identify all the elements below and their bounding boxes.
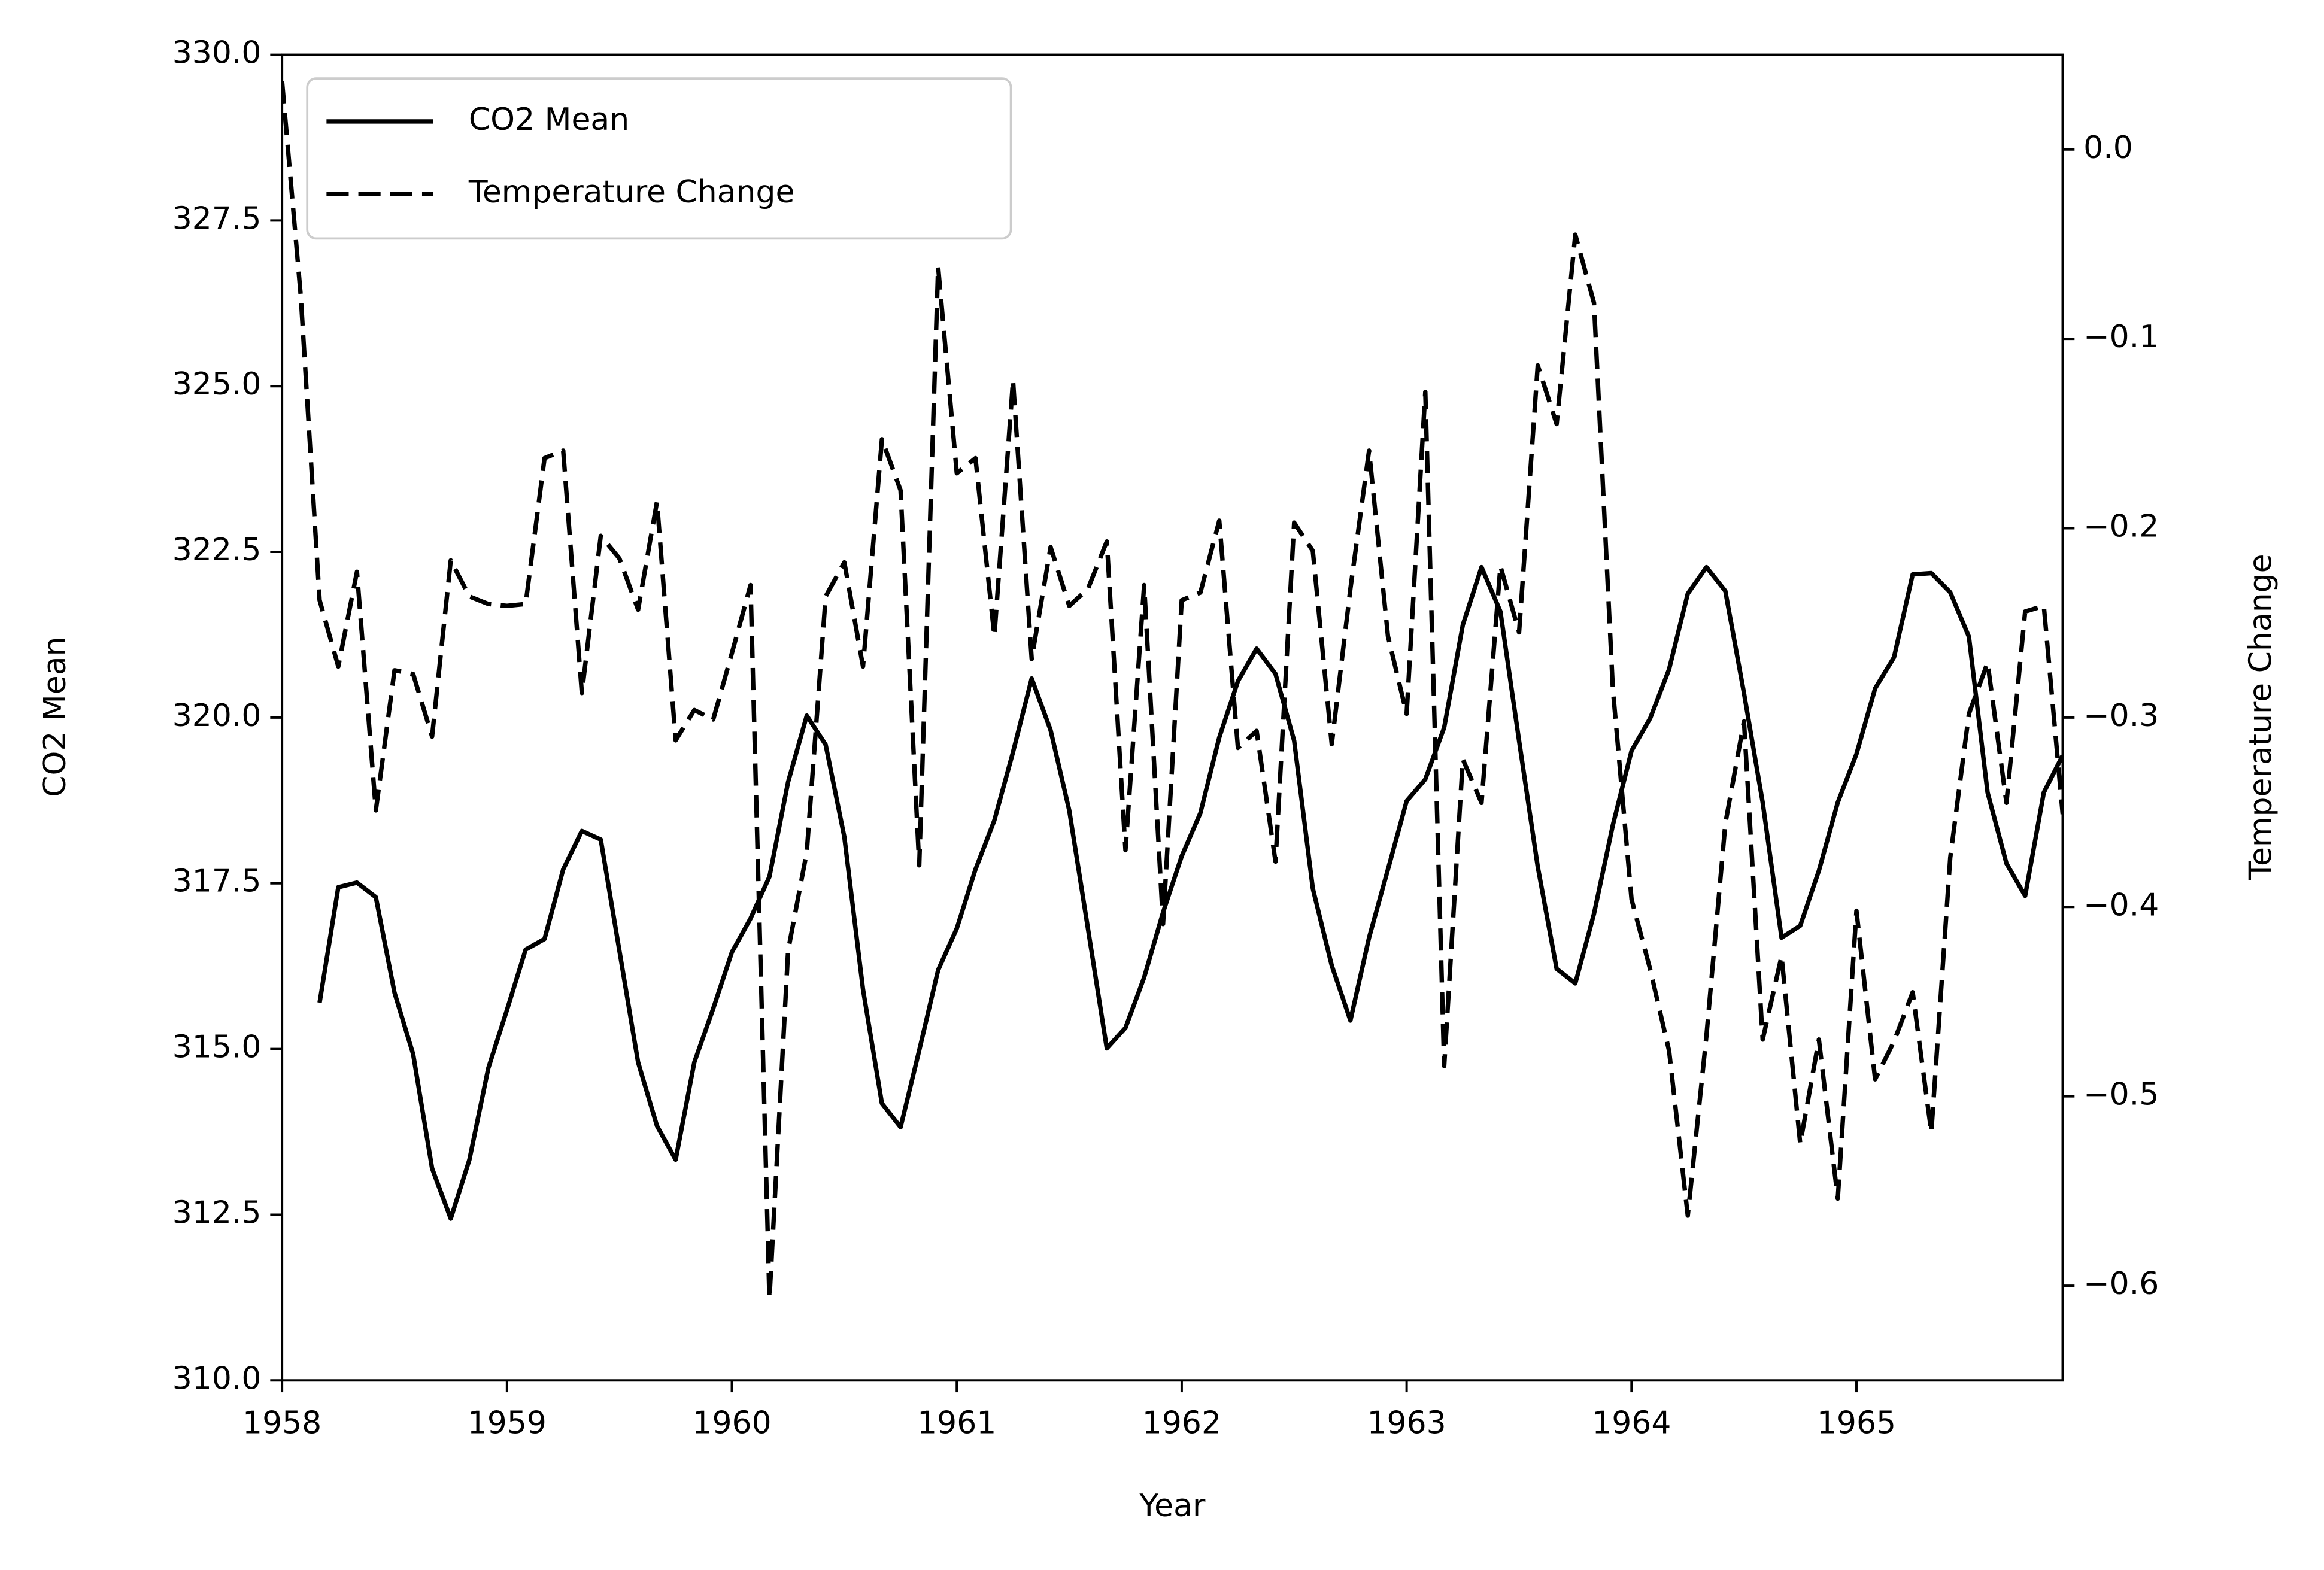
y-tick-label: 327.5 xyxy=(172,201,262,236)
y-tick-label: 310.0 xyxy=(172,1361,262,1396)
series-line xyxy=(282,81,2063,1301)
y2-tick-label: −0.4 xyxy=(2083,887,2159,923)
x-tick-label: 1960 xyxy=(692,1405,771,1441)
x-tick-label: 1959 xyxy=(468,1405,547,1441)
y2-tick-label: −0.5 xyxy=(2083,1077,2159,1113)
legend-label: CO2 Mean xyxy=(469,102,629,138)
y-tick-label: 315.0 xyxy=(172,1030,262,1065)
x-tick-label: 1965 xyxy=(1817,1405,1896,1441)
legend-box xyxy=(306,77,1012,240)
y-tick-label: 320.0 xyxy=(172,698,262,734)
y-tick-label: 317.5 xyxy=(172,864,262,900)
y2-tick-label: −0.6 xyxy=(2083,1266,2159,1302)
y-tick-label: 322.5 xyxy=(172,532,262,568)
y2-tick-label: −0.3 xyxy=(2083,698,2159,734)
plot-frame xyxy=(281,53,2064,1382)
series-line xyxy=(317,564,2063,1221)
y-tick-label: 325.0 xyxy=(172,366,262,402)
y2-tick-label: −0.2 xyxy=(2083,509,2159,545)
y-tick-label: 312.5 xyxy=(172,1195,262,1231)
y-axis-label: CO2 Mean xyxy=(37,637,73,797)
x-tick-label: 1962 xyxy=(1142,1405,1221,1441)
y-tick-label: 330.0 xyxy=(172,35,262,71)
y2-tick-label: 0.0 xyxy=(2083,130,2133,166)
x-tick-label: 1958 xyxy=(242,1405,321,1441)
x-tick-label: 1964 xyxy=(1592,1405,1671,1441)
x-tick-label: 1963 xyxy=(1367,1405,1446,1441)
y2-axis-label: Temperature Change xyxy=(2243,554,2279,880)
legend-label: Temperature Change xyxy=(468,174,795,210)
x-tick-label: 1961 xyxy=(917,1405,996,1441)
x-axis-label: Year xyxy=(1139,1488,1206,1524)
y2-tick-label: −0.1 xyxy=(2083,319,2159,355)
